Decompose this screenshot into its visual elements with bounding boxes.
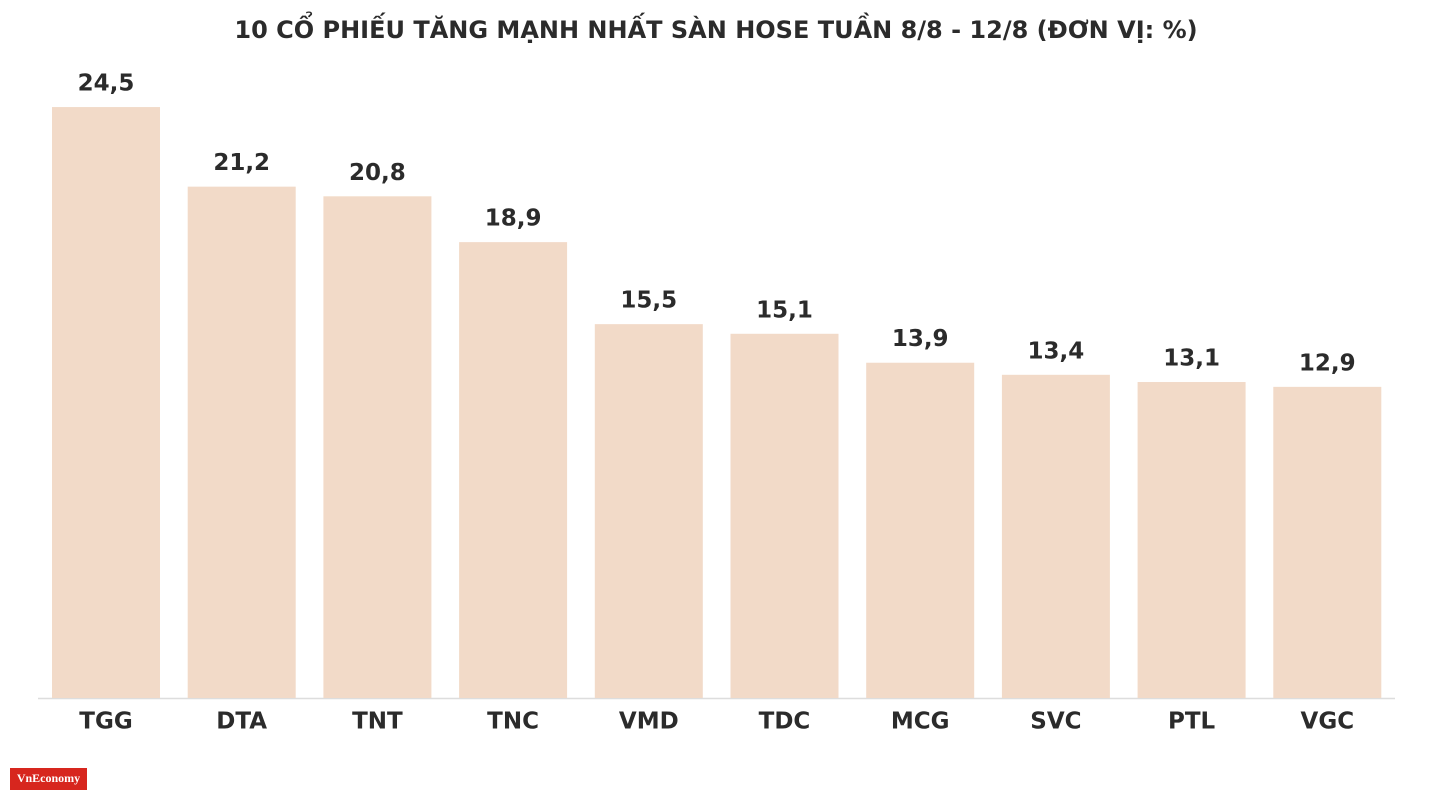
value-label: 24,5 (78, 71, 135, 97)
bar (1273, 386, 1382, 698)
value-label: 13,4 (1028, 338, 1085, 364)
x-tick-label: VGC (1301, 709, 1355, 735)
x-tick-label: TNC (487, 709, 539, 735)
value-label: 21,2 (213, 150, 270, 176)
bar (187, 186, 296, 698)
value-label: 20,8 (349, 160, 406, 186)
bar (866, 362, 975, 698)
x-tick-label: TGG (79, 709, 132, 735)
x-tick-label: MCG (891, 709, 950, 735)
x-tick-label: DTA (216, 709, 267, 735)
bar (594, 324, 703, 698)
value-label: 15,5 (620, 288, 677, 314)
logo: VnEconomy (17, 771, 80, 785)
logo-box (10, 768, 87, 790)
value-label: 12,9 (1299, 350, 1356, 376)
bar (1001, 374, 1110, 698)
x-tick-label: PTL (1168, 709, 1216, 735)
x-tick-label: TNT (352, 709, 403, 735)
bar (459, 242, 568, 698)
bar (1137, 382, 1246, 698)
x-tick-label: VMD (619, 709, 679, 735)
value-label: 15,1 (756, 297, 813, 323)
chart-title: 10 CỔ PHIẾU TĂNG MẠNH NHẤT SÀN HOSE TUẦN… (234, 9, 1197, 44)
x-tick-label: SVC (1030, 709, 1081, 735)
bar (730, 333, 839, 698)
value-label: 13,9 (892, 326, 949, 352)
x-tick-label: TDC (759, 709, 811, 735)
bar (52, 107, 160, 698)
value-label: 18,9 (485, 206, 542, 232)
bar (323, 196, 432, 698)
value-label: 13,1 (1163, 346, 1220, 372)
